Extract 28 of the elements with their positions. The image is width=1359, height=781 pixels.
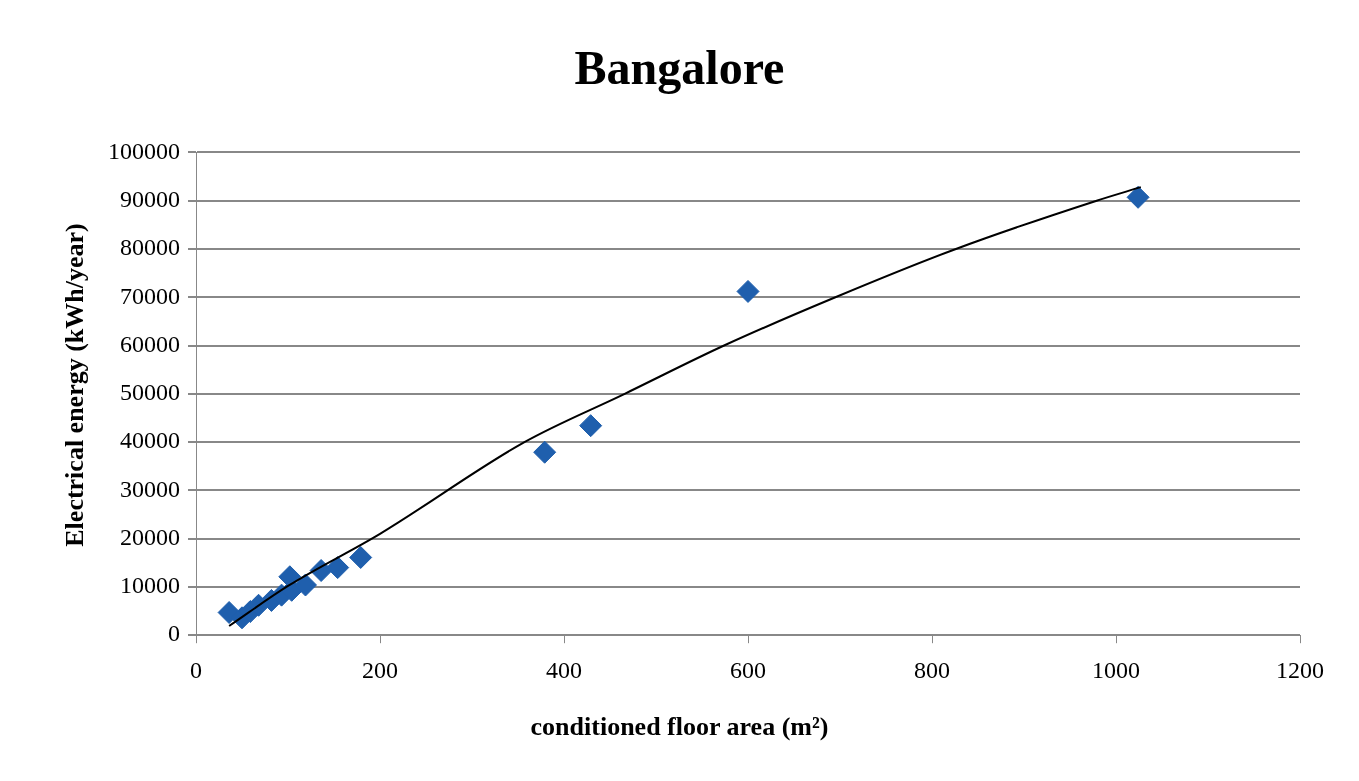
x-tick-label: 200 <box>362 656 398 683</box>
point <box>326 556 350 580</box>
x-tick-label: 0 <box>190 656 202 683</box>
y-tick-label: 80000 <box>120 234 180 261</box>
y-tick-label: 60000 <box>120 330 180 357</box>
x-tick-label: 400 <box>546 656 582 683</box>
y-tick-label: 50000 <box>120 379 180 406</box>
x-axis-title: conditioned floor area (m²) <box>529 712 830 742</box>
x-tick-label: 1000 <box>1092 656 1140 683</box>
y-tick-label: 20000 <box>120 523 180 550</box>
y-tick-label: 70000 <box>120 282 180 309</box>
y-tick-label: 0 <box>168 620 180 647</box>
x-tick-label: 600 <box>730 656 766 683</box>
x-tick-label: 1200 <box>1276 656 1324 683</box>
y-tick-label: 100000 <box>108 137 180 164</box>
y-tick-label: 40000 <box>120 427 180 454</box>
chart-title: Bangalore <box>573 40 786 95</box>
y-tick-label: 10000 <box>120 572 180 599</box>
point <box>533 440 557 464</box>
point <box>293 573 317 597</box>
y-axis-title: Electrical energy (kWh/year) <box>60 223 90 547</box>
point <box>1126 185 1150 209</box>
point <box>349 545 373 569</box>
point <box>579 414 603 438</box>
x-tick-label: 800 <box>914 656 950 683</box>
y-tick-label: 90000 <box>120 185 180 212</box>
y-tick-label: 30000 <box>120 475 180 502</box>
point <box>736 279 760 303</box>
